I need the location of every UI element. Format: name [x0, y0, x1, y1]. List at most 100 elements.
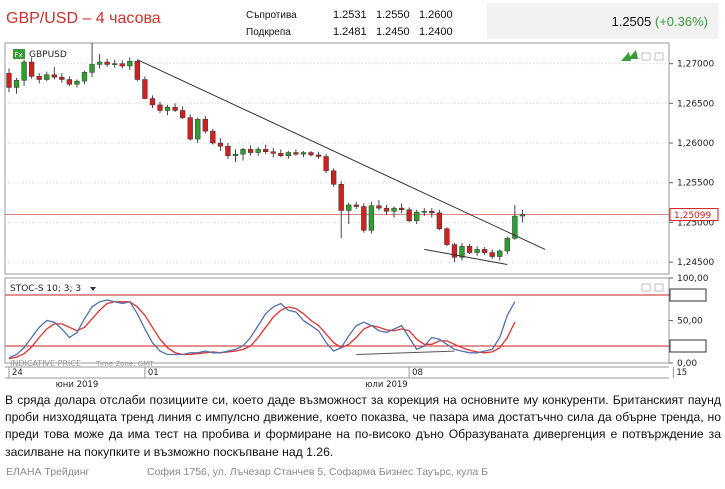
- candle-body: [398, 207, 405, 210]
- current-price: 1.2505 (+0.36%): [611, 14, 708, 29]
- candle-body: [512, 215, 518, 239]
- candle-body: [421, 211, 427, 213]
- candle-body: [21, 61, 27, 81]
- candle-body: [187, 117, 193, 140]
- candle-body: [180, 110, 186, 118]
- candle-body: [482, 249, 488, 253]
- support-level-1: 1.2481: [333, 26, 367, 38]
- symbol-label: GBPUSD: [29, 50, 67, 60]
- candle-body: [247, 149, 254, 153]
- footer-address: София 1756, ул. Лъчезар Станчев 5, Софар…: [147, 466, 489, 478]
- current-price-label: 1,25099: [674, 211, 711, 221]
- price-tick-label: 1,27000: [677, 60, 714, 70]
- candle-body: [195, 118, 201, 140]
- header: GBP/USD – 4 часова Съпротива 1.2531 1.25…: [0, 0, 725, 40]
- price-box: 1.2505 (+0.36%): [487, 3, 718, 39]
- candle-body: [74, 80, 80, 85]
- candle-body: [315, 154, 322, 157]
- candle-body: [489, 252, 495, 257]
- stochastic-label: STOC-S 10; 3; 3: [10, 284, 81, 294]
- stoch-tick-label: 100,00: [677, 274, 709, 284]
- candle-body: [504, 238, 510, 252]
- x-tick-label: 08: [412, 368, 423, 378]
- candle-body: [346, 204, 352, 211]
- candle-body: [323, 156, 329, 172]
- candle-body: [36, 76, 42, 80]
- current-price-tag: [669, 208, 719, 222]
- candle-body: [383, 207, 390, 212]
- x-tick-label: 01: [148, 368, 159, 378]
- stoch-tick-label: 0,00: [677, 359, 697, 369]
- candle-body: [300, 152, 307, 155]
- candle-body: [89, 64, 95, 73]
- candle-body: [436, 212, 443, 230]
- candle-body: [278, 153, 284, 156]
- stoch-d-line: [8, 301, 516, 360]
- candle-body: [172, 107, 178, 111]
- price-tick-label: 1,25000: [677, 218, 714, 228]
- candle-body: [59, 76, 65, 80]
- candle-body: [149, 98, 156, 106]
- candle-body: [96, 61, 103, 65]
- candle-body: [459, 245, 465, 258]
- time-zone-label: Time Zone: GMT: [95, 360, 154, 368]
- indicative-price-label: INDICATIVE PRICE: [10, 359, 81, 368]
- stoch-level-tag: [669, 339, 707, 353]
- stoch-close-icon[interactable]: [654, 283, 664, 292]
- candle-body: [519, 214, 526, 217]
- x-month-label: юли 2019: [365, 380, 407, 390]
- candle-body: [134, 61, 140, 80]
- support-label: Подкрепа: [246, 27, 291, 38]
- stoch-maximize-icon[interactable]: [641, 283, 651, 292]
- candle-body: [406, 209, 412, 222]
- price-change: (+0.36%): [654, 14, 708, 29]
- candle-body: [202, 118, 208, 132]
- candle-body: [240, 149, 246, 155]
- resistance-level-3: 1.2600: [419, 9, 453, 21]
- maximize-icon[interactable]: [641, 52, 651, 61]
- price-divergence-line: [424, 248, 508, 265]
- candle-body: [66, 79, 73, 85]
- expand-icon[interactable]: [621, 50, 638, 61]
- candle-body: [217, 142, 224, 147]
- close-icon[interactable]: [654, 52, 664, 61]
- candle-body: [142, 79, 148, 99]
- candle-body: [285, 152, 292, 156]
- price-panel: [4, 42, 670, 275]
- price-tick-label: 1,26500: [677, 99, 714, 109]
- candle-body: [270, 151, 276, 154]
- support-level-2: 1.2450: [376, 26, 410, 38]
- price-tick-label: 1,25500: [677, 179, 714, 189]
- price-tick-label: 1,26000: [677, 139, 714, 149]
- chart-area: Fx GBPUSD 1,27000 1,26500 1,26000 1,25500 1,…: [0, 40, 725, 390]
- candle-body: [127, 61, 133, 67]
- candle-body: [361, 206, 367, 231]
- x-tick-label: 15: [676, 368, 687, 378]
- stoch-level-tag: [669, 288, 707, 302]
- fx-icon-text: Fx: [15, 51, 23, 59]
- page-title: GBP/USD – 4 часова: [6, 10, 161, 27]
- stoch-divergence-line: [356, 350, 455, 355]
- candle-body: [255, 149, 261, 153]
- chevron-down-icon[interactable]: [90, 287, 96, 291]
- candle-body: [232, 153, 239, 156]
- x-month-label: юни 2019: [56, 380, 99, 390]
- candle-body: [338, 184, 344, 211]
- footer-company: ЕЛАНА Трейдинг: [6, 466, 90, 478]
- candle-body: [210, 130, 216, 144]
- candle-body: [474, 249, 480, 253]
- stoch-tick-label: 50,00: [677, 317, 703, 327]
- candle-body: [225, 145, 231, 156]
- candle-body: [451, 244, 458, 258]
- candle-body: [376, 205, 382, 209]
- candle-body: [6, 72, 12, 88]
- candle-body: [157, 104, 163, 111]
- candle-body: [391, 207, 397, 212]
- candle-body: [29, 61, 35, 77]
- candle-body: [429, 211, 435, 214]
- candle-body: [308, 152, 314, 156]
- candle-body: [293, 152, 299, 155]
- analysis-paragraph: В сряда долара отслаби позициите си, кое…: [5, 393, 721, 459]
- candle-body: [331, 170, 337, 185]
- candle-body: [368, 205, 375, 231]
